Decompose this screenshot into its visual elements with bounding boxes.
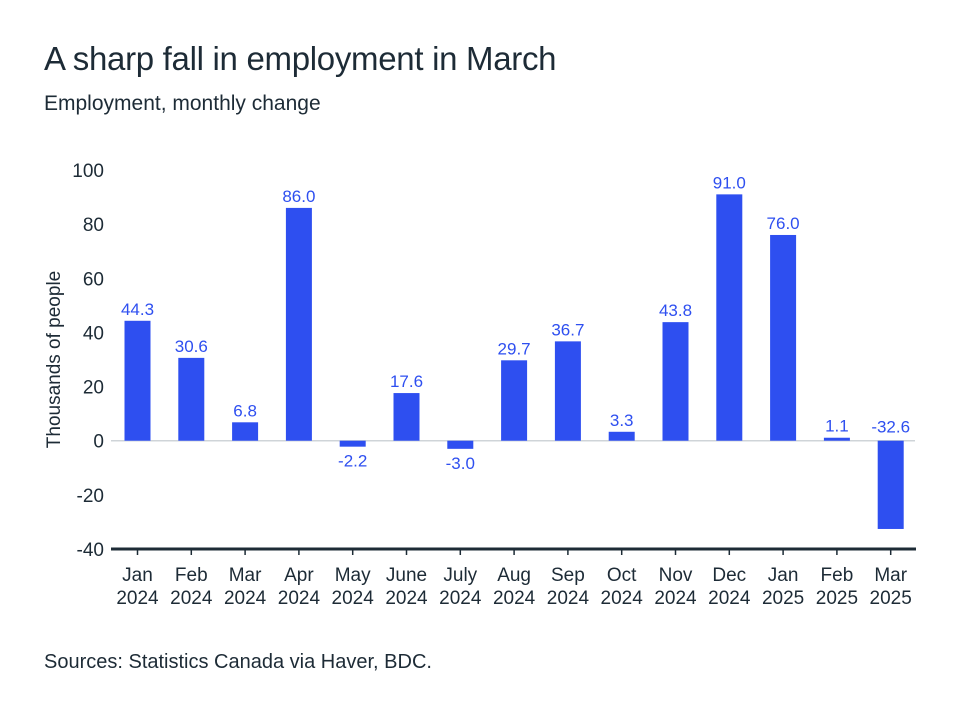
bar (877, 440, 904, 529)
data-label: 1.1 (825, 417, 849, 436)
bar (662, 322, 689, 441)
x-tick-year: 2024 (224, 588, 267, 609)
x-tick-month: Sep (551, 565, 585, 586)
data-label: 36.7 (551, 320, 584, 339)
data-label: 6.8 (233, 401, 257, 420)
x-tick-year: 2024 (278, 588, 321, 609)
x-tick-month: July (443, 565, 477, 586)
x-tick-month: Jan (122, 565, 153, 586)
bar (339, 440, 366, 447)
x-tick-year: 2025 (870, 588, 912, 609)
y-tick-label: -20 (77, 486, 104, 507)
bar (124, 320, 151, 441)
data-label: -2.2 (338, 452, 367, 471)
x-tick-month: Feb (821, 565, 854, 586)
x-tick-year: 2024 (170, 588, 213, 609)
bar (232, 422, 259, 441)
data-label: 3.3 (610, 411, 634, 430)
x-tick-year: 2024 (332, 588, 375, 609)
x-tick-year: 2024 (439, 588, 482, 609)
data-label: 91.0 (713, 173, 746, 192)
y-tick-label: 20 (83, 378, 104, 399)
bar (823, 437, 850, 441)
data-label: 44.3 (121, 300, 154, 319)
data-label: -32.6 (871, 418, 910, 437)
bar (501, 360, 528, 441)
chart-subtitle: Employment, monthly change (44, 92, 321, 115)
x-tick-month: May (335, 565, 371, 586)
x-tick-year: 2024 (493, 588, 536, 609)
x-tick-month: Jan (768, 565, 799, 586)
x-tick-year: 2024 (547, 588, 590, 609)
data-label: 86.0 (282, 187, 315, 206)
x-tick-month: Dec (712, 565, 746, 586)
bar (608, 431, 635, 441)
chart-title: A sharp fall in employment in March (44, 40, 557, 77)
data-label: 29.7 (498, 339, 531, 358)
x-tick-year: 2025 (816, 588, 858, 609)
data-label: 43.8 (659, 301, 692, 320)
data-label: 76.0 (767, 214, 800, 233)
bar (393, 393, 420, 441)
bar (447, 440, 474, 449)
y-tick-label: 40 (83, 323, 104, 344)
y-tick-label: 80 (83, 215, 104, 236)
x-tick-month: Aug (497, 565, 531, 586)
x-tick-year: 2024 (116, 588, 159, 609)
bar (770, 234, 797, 441)
bar (716, 194, 743, 441)
y-tick-label: -40 (77, 540, 104, 561)
y-axis-label: Thousands of people (44, 271, 65, 448)
bar (554, 341, 581, 441)
x-tick-month: Mar (229, 565, 262, 586)
bar (178, 357, 205, 441)
x-tick-month: Feb (175, 565, 208, 586)
x-tick-month: Nov (659, 565, 693, 586)
x-tick-month: Mar (874, 565, 907, 586)
x-tick-year: 2024 (601, 588, 644, 609)
y-tick-label: 100 (72, 161, 104, 182)
x-tick-year: 2024 (654, 588, 697, 609)
x-tick-month: June (386, 565, 427, 586)
y-tick-label: 0 (93, 432, 104, 453)
x-tick-year: 2024 (708, 588, 751, 609)
data-label: -3.0 (446, 454, 475, 473)
data-label: 30.6 (175, 337, 208, 356)
data-label: 17.6 (390, 372, 423, 391)
x-tick-month: Apr (284, 565, 314, 586)
y-tick-label: 60 (83, 269, 104, 290)
x-tick-month: Oct (607, 565, 637, 586)
x-tick-year: 2024 (385, 588, 428, 609)
bar (285, 207, 312, 441)
x-tick-year: 2025 (762, 588, 804, 609)
source-note: Sources: Statistics Canada via Haver, BD… (44, 651, 432, 673)
